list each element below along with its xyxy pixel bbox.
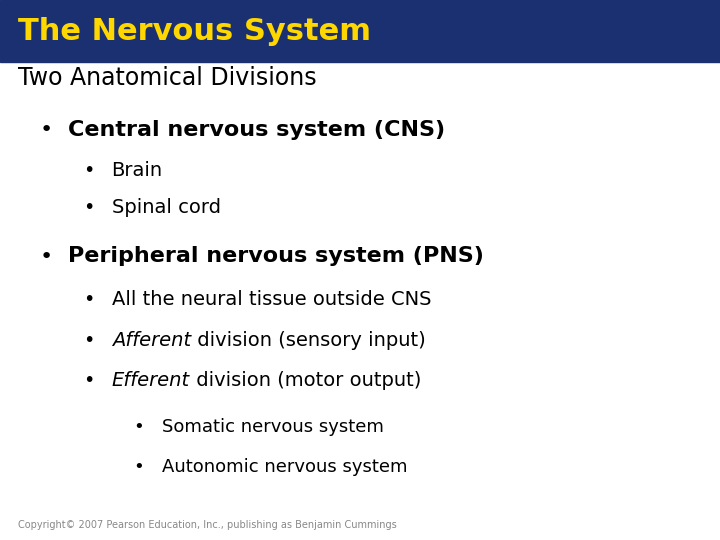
Text: Autonomic nervous system: Autonomic nervous system: [162, 458, 408, 476]
Text: •: •: [133, 417, 144, 436]
Text: The Nervous System: The Nervous System: [18, 17, 371, 45]
Text: Spinal cord: Spinal cord: [112, 198, 220, 218]
Text: •: •: [83, 290, 94, 309]
Text: All the neural tissue outside CNS: All the neural tissue outside CNS: [112, 290, 431, 309]
Text: Central nervous system (CNS): Central nervous system (CNS): [68, 119, 446, 140]
Text: •: •: [83, 160, 94, 180]
Text: •: •: [83, 198, 94, 218]
Text: Peripheral nervous system (PNS): Peripheral nervous system (PNS): [68, 246, 485, 267]
Text: division (motor output): division (motor output): [190, 371, 421, 390]
Text: Somatic nervous system: Somatic nervous system: [162, 417, 384, 436]
Text: •: •: [40, 246, 53, 267]
Text: •: •: [133, 458, 144, 476]
Text: division (sensory input): division (sensory input): [191, 330, 426, 350]
Bar: [0, 0, 720, 62]
Text: Copyright© 2007 Pearson Education, Inc., publishing as Benjamin Cummings: Copyright© 2007 Pearson Education, Inc.,…: [18, 520, 397, 530]
Text: Two Anatomical Divisions: Two Anatomical Divisions: [18, 66, 317, 90]
Text: Afferent: Afferent: [112, 330, 191, 350]
Text: •: •: [83, 371, 94, 390]
Text: •: •: [83, 330, 94, 350]
Text: •: •: [40, 119, 53, 140]
Text: Efferent: Efferent: [112, 371, 190, 390]
Text: Brain: Brain: [112, 160, 163, 180]
